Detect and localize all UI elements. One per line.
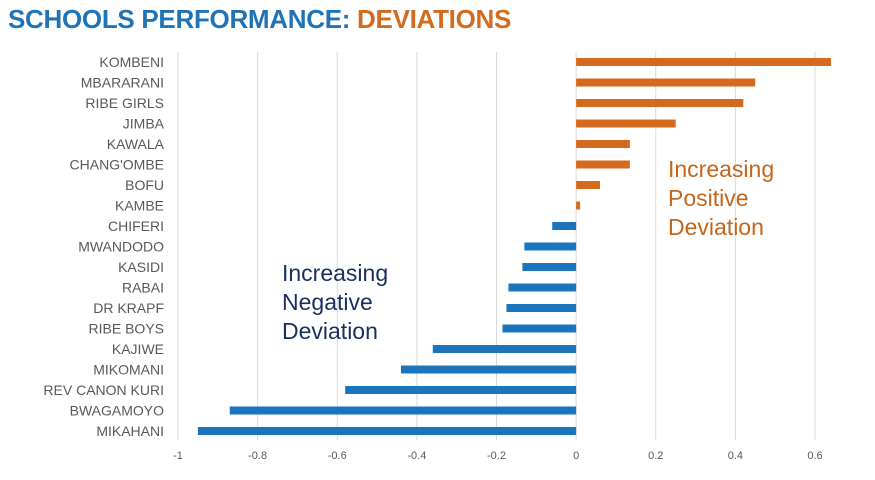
chart-title-part1: SCHOOLS PERFORMANCE:: [8, 4, 358, 34]
category-label: BOFU: [125, 177, 164, 193]
bar: [229, 406, 577, 415]
x-tick-label: -1: [173, 450, 183, 462]
category-label: JIMBA: [123, 116, 165, 132]
bar: [552, 222, 577, 230]
x-tick-label: 0.4: [728, 450, 743, 462]
x-tick-label: 0.6: [807, 450, 822, 462]
bar: [400, 365, 577, 374]
negative-annotation-line-1: Increasing: [282, 260, 389, 286]
category-label: KAMBE: [115, 198, 164, 214]
positive-deviation-annotation: Increasing Positive Deviation: [668, 155, 774, 242]
bar: [576, 181, 601, 189]
bar: [432, 345, 577, 353]
category-label: BWAGAMOYO: [70, 403, 164, 419]
negative-annotation-line-3: Deviation: [282, 318, 378, 344]
x-tick-label: 0: [573, 450, 579, 462]
positive-annotation-line-3: Deviation: [668, 214, 764, 240]
positive-annotation-line-2: Positive: [668, 185, 749, 211]
category-label: RIBE GIRLS: [85, 95, 164, 111]
bar: [502, 324, 577, 333]
bar: [576, 99, 744, 107]
category-label: CHIFERI: [108, 218, 164, 234]
bar: [576, 201, 581, 210]
bar: [576, 119, 676, 128]
category-label: KOMBENI: [99, 54, 164, 70]
bar: [576, 160, 630, 169]
x-tick-label: -0.6: [328, 450, 347, 462]
bar: [576, 78, 756, 87]
negative-deviation-annotation: Increasing Negative Deviation: [282, 259, 388, 346]
x-tick-label: -0.4: [407, 450, 426, 462]
bar: [197, 427, 577, 435]
bar: [576, 140, 630, 148]
category-label: DR KRAPF: [93, 300, 164, 316]
bar: [508, 283, 577, 292]
category-label: REV CANON KURI: [43, 382, 164, 398]
chart-title-part2: DEVIATIONS: [357, 4, 512, 34]
x-tick-label: 0.2: [648, 450, 663, 462]
category-label: KAJIWE: [112, 341, 164, 357]
category-label: RIBE BOYS: [89, 321, 164, 337]
category-label: MIKOMANI: [93, 362, 164, 378]
positive-annotation-line-1: Increasing: [668, 156, 775, 182]
category-label: RABAI: [122, 280, 164, 296]
chart-title: SCHOOLS PERFORMANCE: DEVIATIONS: [8, 4, 511, 35]
category-label: MBARARANI: [81, 75, 164, 91]
x-tick-label: -0.2: [487, 450, 506, 462]
negative-annotation-line-2: Negative: [282, 289, 373, 315]
x-tick-label: -0.8: [248, 450, 267, 462]
category-label: MIKAHANI: [96, 423, 164, 439]
category-label: KASIDI: [118, 259, 164, 275]
bar: [522, 263, 577, 271]
bar: [345, 386, 577, 394]
bar: [576, 58, 831, 66]
category-label: CHANG'OMBE: [70, 157, 164, 173]
category-label: KAWALA: [107, 136, 165, 152]
bar: [506, 304, 577, 312]
bar: [524, 242, 577, 251]
category-label: MWANDODO: [78, 239, 164, 255]
